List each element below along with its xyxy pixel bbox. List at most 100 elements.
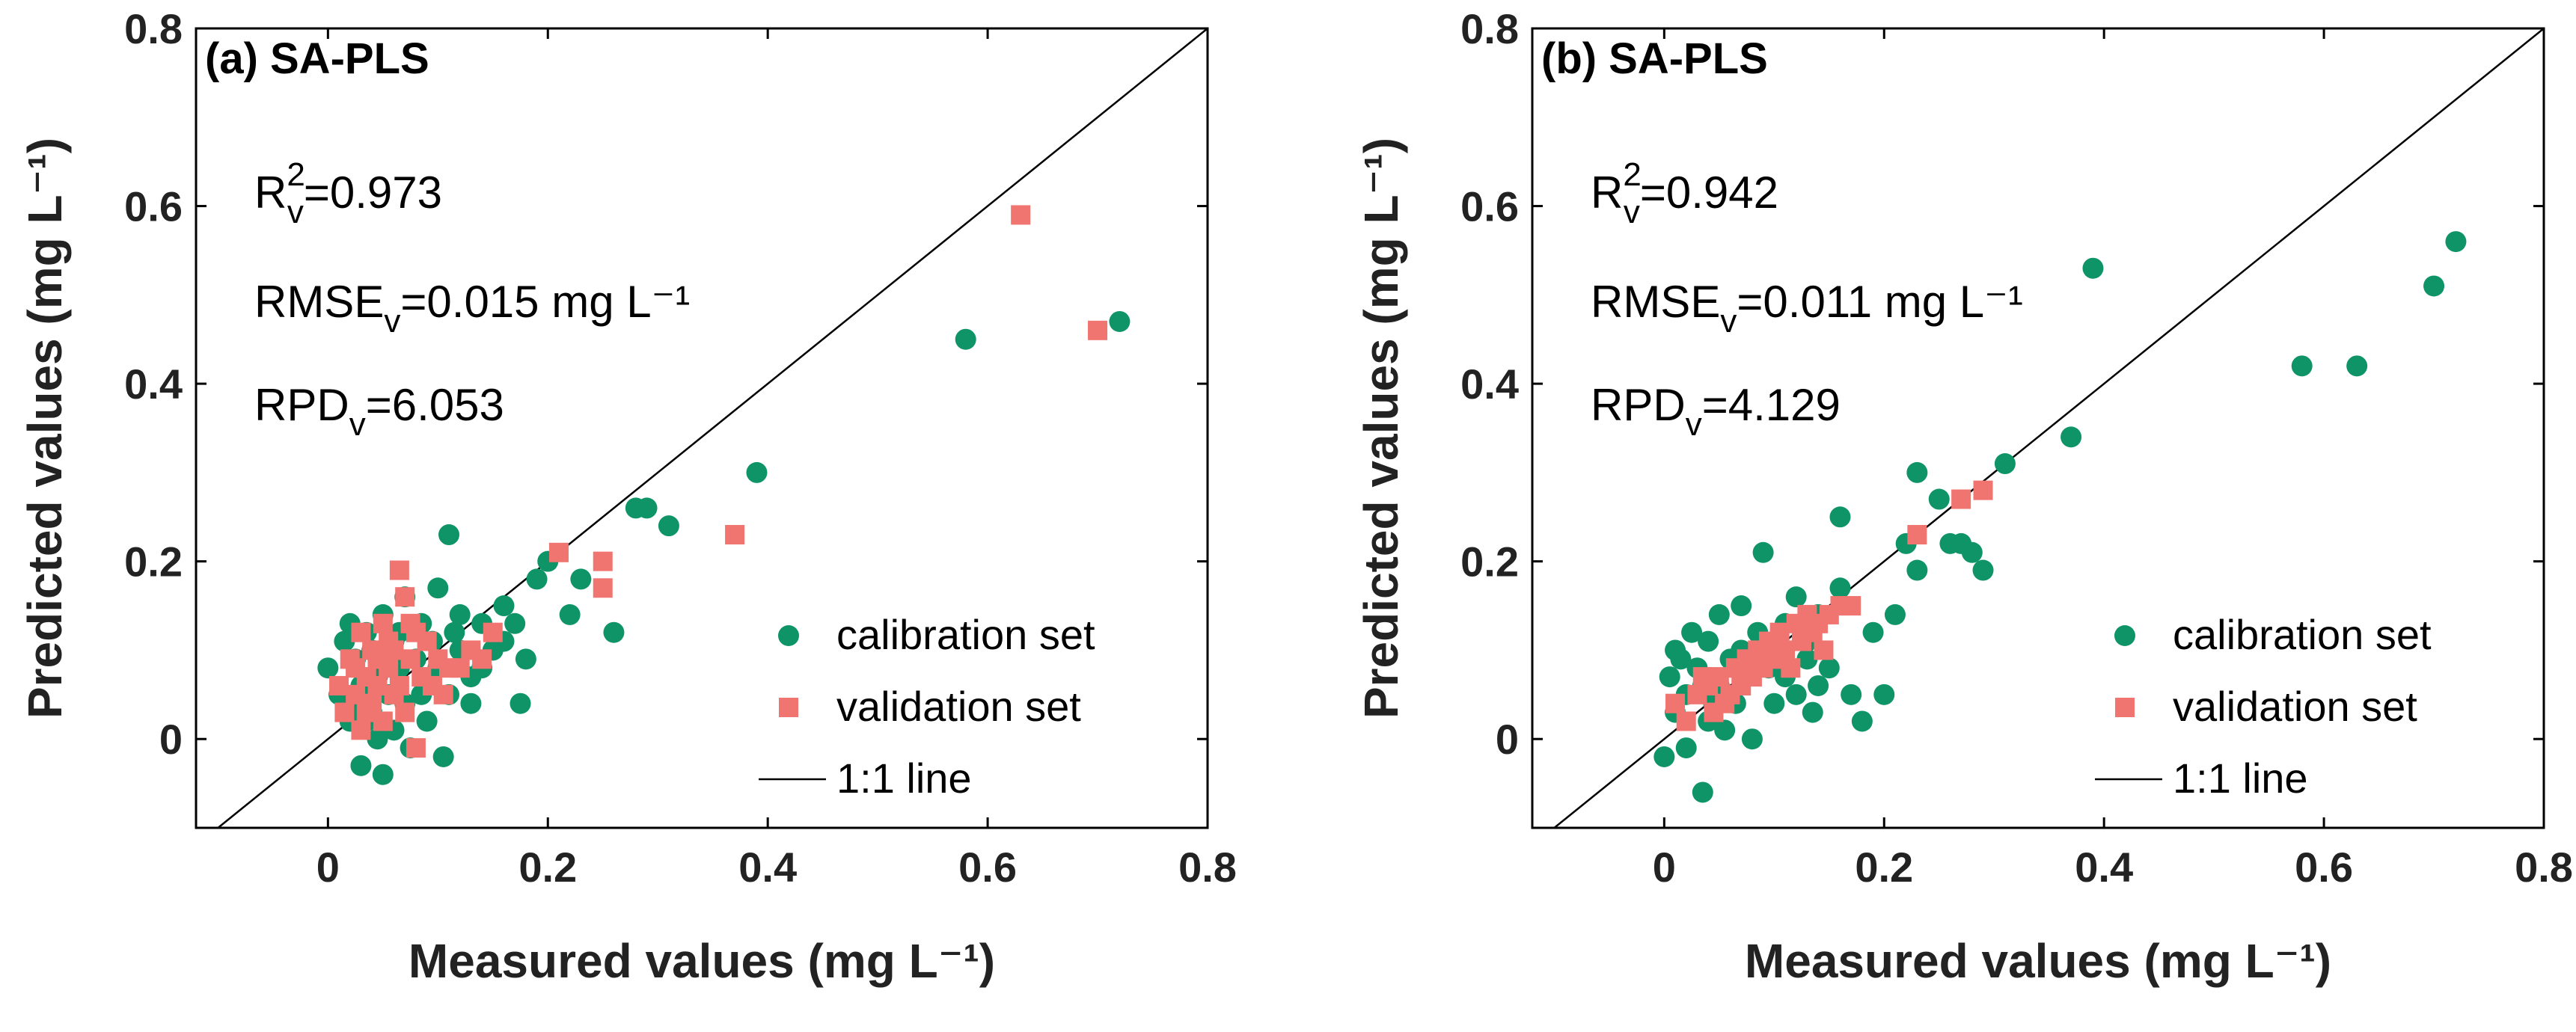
validation-point — [367, 649, 388, 669]
plot-frame — [1531, 27, 2545, 829]
panel-title: (b) SA-PLS — [1541, 34, 1768, 83]
validation-point — [389, 675, 409, 695]
validation-point — [389, 560, 409, 580]
stat-rmse-main: RMSE — [254, 277, 384, 327]
x-tick-label: 0.2 — [518, 844, 577, 891]
stat-rpd-value: =6.053 — [366, 380, 504, 430]
legend-validation-marker — [779, 698, 798, 717]
x-tick-label: 0.4 — [738, 844, 797, 891]
calibration-point — [1818, 657, 1840, 679]
panel-a: 0 0.2 0.4 0.6 0.8 0 0.2 0.4 0.6 0.8 Measured value… — [18, 5, 1237, 988]
y-tick-label: 0 — [1496, 716, 1519, 763]
calibration-point — [570, 568, 592, 590]
calibration-point — [2061, 426, 2082, 448]
validation-point — [406, 738, 426, 758]
y-tick-label: 0.4 — [124, 360, 183, 408]
stat-r2: R2 v=0.942 — [1591, 156, 1778, 230]
x-tick-label: 0.6 — [2295, 844, 2353, 891]
calibration-point — [317, 657, 339, 679]
plot-frame — [195, 27, 1209, 829]
calibration-point — [1653, 746, 1675, 767]
calibration-point — [1675, 737, 1697, 759]
calibration-point — [955, 328, 976, 350]
calibration-point — [493, 595, 515, 617]
validation-point — [1088, 320, 1108, 340]
validation-point — [1907, 525, 1927, 545]
calibration-point — [1829, 577, 1851, 599]
calibration-point — [1659, 666, 1680, 688]
validation-point — [379, 631, 399, 651]
stat-rmse: RMSEv=0.011 mg L⁻¹ — [1591, 277, 2023, 340]
calibration-point — [460, 692, 482, 714]
panel-title: (a) SA-PLS — [205, 34, 429, 83]
stat-rmse-sub: v — [1720, 303, 1737, 340]
calibration-point — [526, 568, 548, 590]
validation-point — [367, 675, 388, 695]
legend-calibration-marker — [778, 625, 799, 646]
validation-point — [472, 649, 492, 669]
calibration-point — [438, 524, 459, 546]
legend-validation-label: validation set — [2173, 683, 2417, 730]
calibration-point — [1681, 621, 1703, 643]
y-tick-label: 0.8 — [124, 5, 183, 52]
validation-point — [351, 720, 371, 740]
calibration-point — [1906, 461, 1928, 483]
validation-point — [400, 649, 420, 669]
calibration-point — [444, 621, 465, 643]
stat-rpd: RPDv=6.053 — [254, 380, 504, 443]
validation-point — [1011, 205, 1031, 225]
stat-r2-main: R — [1591, 168, 1623, 218]
legend-validation-marker — [2115, 698, 2135, 717]
calibration-point — [1785, 684, 1807, 705]
calibration-point — [1802, 701, 1823, 723]
y-tick-label: 0.4 — [1460, 360, 1519, 408]
calibration-point — [1763, 692, 1785, 714]
calibration-point — [2082, 257, 2104, 279]
calibration-point — [1670, 648, 1692, 670]
validation-point — [593, 578, 613, 598]
validation-point — [395, 702, 415, 722]
calibration-point — [2445, 231, 2467, 253]
calibration-point — [1906, 559, 1928, 581]
stat-r2-sub: v — [287, 194, 304, 230]
validation-point — [351, 622, 371, 642]
calibration-point — [372, 764, 394, 785]
validation-point — [400, 613, 420, 633]
validation-series — [329, 205, 1108, 758]
stat-r2: R2 v=0.973 — [254, 156, 442, 230]
stat-rpd-sub: v — [349, 406, 366, 443]
validation-point — [1973, 480, 1993, 500]
x-tick-label: 0 — [316, 844, 340, 891]
calibration-point — [559, 603, 581, 625]
stat-rmse-sub: v — [384, 303, 400, 340]
stat-r2-sup: 2 — [1623, 156, 1641, 193]
validation-point — [417, 631, 437, 651]
calibration-point — [1796, 648, 1818, 670]
calibration-point — [1972, 559, 1994, 581]
legend-validation-label: validation set — [836, 683, 1081, 730]
y-tick-label: 0.2 — [1460, 538, 1519, 586]
stat-r2-value: =0.942 — [1640, 168, 1778, 218]
stat-rmse-main: RMSE — [1591, 277, 1720, 327]
validation-point — [1814, 640, 1834, 660]
calibration-point — [2291, 355, 2313, 377]
validation-point — [329, 675, 349, 695]
calibration-point — [1994, 453, 2016, 475]
validation-point — [1665, 693, 1686, 713]
x-tick-label: 0 — [1653, 844, 1676, 891]
calibration-point — [449, 603, 471, 625]
calibration-point — [515, 648, 536, 670]
validation-point — [1951, 489, 1971, 509]
validation-series — [1665, 480, 1993, 731]
y-tick-label: 0.6 — [1460, 183, 1519, 230]
calibration-point — [1109, 310, 1131, 332]
calibration-point — [658, 515, 679, 537]
calibration-point — [416, 710, 438, 732]
validation-point — [433, 684, 453, 704]
validation-point — [1715, 693, 1735, 713]
calibration-point — [603, 621, 625, 643]
validation-point — [548, 542, 569, 562]
calibration-point — [1808, 675, 1829, 696]
calibration-point — [1851, 710, 1873, 732]
